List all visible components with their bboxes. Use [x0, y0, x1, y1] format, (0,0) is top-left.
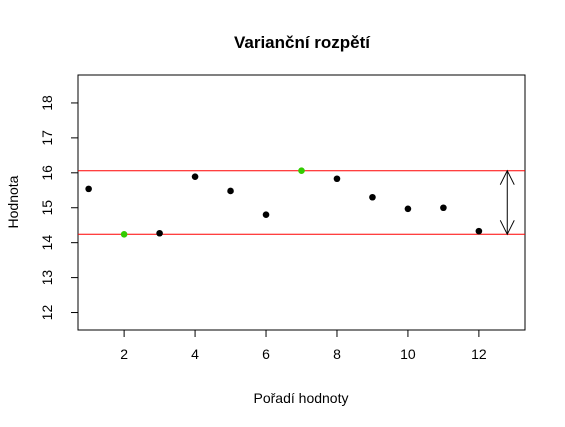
data-point [333, 175, 341, 183]
data-point [404, 205, 412, 213]
x-tick-label: 6 [262, 346, 270, 362]
y-tick-label: 14 [39, 235, 55, 251]
x-tick-label: 10 [400, 346, 416, 362]
y-tick-label: 16 [39, 165, 55, 181]
data-point [227, 187, 234, 195]
x-tick-label: 12 [471, 346, 487, 362]
chart-title: Varianční rozpětí [234, 33, 371, 52]
x-tick-label: 2 [120, 346, 128, 362]
data-point [475, 227, 483, 235]
plot-area: 2 4 6 8 10 12 12 13 14 15 16 17 18 [39, 74, 526, 362]
range-arrow-head-bottom [499, 220, 515, 236]
x-tick-label: 8 [333, 346, 341, 362]
y-tick-label: 18 [39, 95, 55, 111]
data-point [369, 193, 376, 201]
data-point [85, 185, 92, 193]
x-axis-label: Pořadí hodnoty [254, 390, 349, 406]
x-tick-label: 4 [191, 346, 199, 362]
y-tick-label: 17 [39, 130, 55, 146]
plot-frame [77, 74, 526, 331]
data-point [156, 229, 163, 237]
y-tick-label: 12 [39, 305, 55, 321]
highlighted-point [298, 167, 305, 175]
y-tick-label: 15 [39, 200, 55, 216]
data-point [440, 204, 447, 212]
y-tick-label: 13 [39, 270, 55, 286]
data-point [262, 211, 270, 219]
data-point [191, 173, 199, 180]
range-arrow-head-top [499, 169, 515, 185]
y-axis-label: Hodnota [5, 175, 21, 228]
highlighted-point [120, 230, 128, 238]
